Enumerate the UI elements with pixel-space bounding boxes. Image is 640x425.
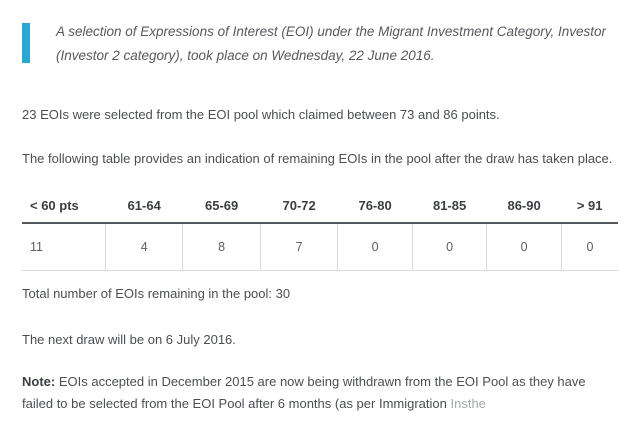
table-cell-lt60: 11 <box>22 223 106 271</box>
table-cell-70-72: 7 <box>259 223 338 271</box>
table-cell-gt91: 0 <box>560 223 618 271</box>
column-header-76-80: 76-80 <box>337 198 413 224</box>
paragraph-table-intro: The following table provides an indicati… <box>22 151 613 166</box>
table-cell-86-90: 0 <box>486 223 562 271</box>
column-header-61-64: 61-64 <box>105 198 183 224</box>
paragraph-selected-eois: 23 EOIs were selected from the EOI pool … <box>22 107 500 122</box>
callout-text: A selection of Expressions of Interest (… <box>56 24 606 63</box>
column-header-86-90: 86-90 <box>486 198 562 224</box>
column-header-gt91: > 91 <box>561 198 618 224</box>
column-header-70-72: 70-72 <box>260 198 338 224</box>
note-body: EOIs accepted in December 2015 are now b… <box>22 373 586 411</box>
column-header-lt60: < 60 pts <box>22 198 106 224</box>
table-row: 11 4 8 7 0 0 0 0 <box>22 223 618 271</box>
table-header-row: < 60 pts 61-64 65-69 70-72 76-80 81-85 8… <box>22 198 618 224</box>
note-label: Note: <box>22 373 56 389</box>
note-tail: Insthe <box>450 395 486 411</box>
paragraph-total-remaining: Total number of EOIs remaining in the po… <box>22 285 291 301</box>
eoi-points-table: < 60 pts 61-64 65-69 70-72 76-80 81-85 8… <box>22 198 618 271</box>
table-cell-81-85: 0 <box>411 223 487 271</box>
column-header-81-85: 81-85 <box>412 198 487 224</box>
callout: A selection of Expressions of Interest (… <box>22 20 618 68</box>
table-cell-65-69: 8 <box>182 223 261 271</box>
table-cell-61-64: 4 <box>104 223 183 271</box>
column-header-65-69: 65-69 <box>182 198 261 224</box>
paragraph-note: Note: EOIs accepted in December 2015 are… <box>22 371 618 415</box>
paragraph-next-draw: The next draw will be on 6 July 2016. <box>22 331 236 347</box>
table-cell-76-80: 0 <box>337 223 413 271</box>
callout-accent-bar <box>22 23 30 63</box>
